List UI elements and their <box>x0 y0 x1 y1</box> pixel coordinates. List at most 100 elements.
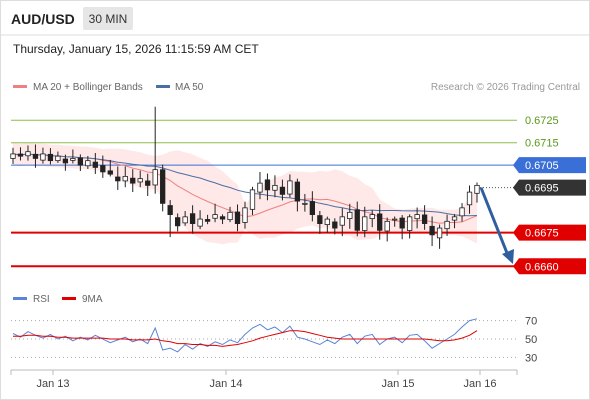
candle-body <box>122 175 128 182</box>
candle <box>160 164 166 212</box>
candle-body <box>77 157 84 166</box>
candlesticks <box>10 106 480 249</box>
candle-body <box>152 169 158 186</box>
forecast-arrow <box>479 187 514 265</box>
candle <box>444 214 450 236</box>
candle-body <box>62 158 69 164</box>
candle <box>257 171 263 200</box>
rsi-tick-label-70: 70 <box>525 316 537 328</box>
ma20-legend-swatch <box>13 85 27 88</box>
level-label-0.6660: 0.6660 <box>525 261 559 273</box>
candle-body <box>182 216 188 224</box>
candle-body <box>204 219 211 222</box>
forecast-arrow-head <box>502 249 514 265</box>
candle <box>10 147 16 164</box>
candle-body <box>55 155 61 162</box>
candle <box>100 155 106 178</box>
symbol-title: AUD/USD <box>11 11 75 27</box>
candle <box>107 159 113 177</box>
candle-body <box>234 211 241 224</box>
candle <box>182 211 188 226</box>
level-tag-0.6705 <box>513 157 586 174</box>
candle <box>249 186 256 215</box>
candle-body <box>317 215 323 224</box>
candle-body <box>219 216 226 220</box>
candle <box>130 169 136 193</box>
candle-body <box>70 158 76 161</box>
candle <box>369 210 375 228</box>
candle <box>227 206 233 223</box>
candle <box>466 185 473 214</box>
candle-body <box>287 180 293 195</box>
candle-body <box>362 216 368 231</box>
candle <box>414 207 420 229</box>
x-tick-label: Jan 15 <box>381 378 414 390</box>
candle <box>189 205 196 234</box>
candle-body <box>242 207 248 223</box>
candle-body <box>451 216 458 221</box>
candle-body <box>197 218 203 227</box>
candle-body <box>459 207 465 217</box>
ma50-legend-swatch <box>156 85 170 88</box>
candle-body <box>17 153 24 157</box>
candle-body <box>354 209 360 231</box>
candle <box>145 173 151 196</box>
candle-body <box>167 205 173 215</box>
candle <box>451 214 458 229</box>
candle-body <box>294 181 301 202</box>
candle <box>62 154 69 171</box>
candle <box>47 148 54 165</box>
candle-body <box>92 161 98 168</box>
rsi-ma9-line <box>13 330 478 347</box>
candle <box>115 166 121 190</box>
candle-body <box>309 201 316 215</box>
level-labels: 0.6725 0.6715 0.6705 0.6695 0.6675 0.6660 <box>513 115 586 275</box>
candle-body <box>414 214 420 220</box>
candle <box>399 215 405 240</box>
level-label-0.6675: 0.6675 <box>525 228 559 240</box>
level-tag-0.6695 <box>513 179 586 196</box>
candle-body <box>249 189 256 210</box>
candle <box>474 182 480 203</box>
candle <box>384 217 390 242</box>
candle-body <box>115 176 121 182</box>
level-tag-0.6675 <box>513 224 586 241</box>
candle <box>459 203 465 222</box>
rsi-legend-label: RSI <box>33 294 50 305</box>
candle-body <box>444 220 450 230</box>
candle-body <box>474 184 480 194</box>
candle-body <box>25 151 31 157</box>
candle <box>287 174 293 198</box>
candle <box>122 166 128 188</box>
candle <box>55 151 61 163</box>
candle <box>242 201 248 229</box>
candle-body <box>302 202 308 205</box>
candle-body <box>347 211 353 220</box>
candle-body <box>32 153 39 159</box>
candle <box>92 152 98 174</box>
candle <box>234 204 241 232</box>
candle-body <box>174 217 181 227</box>
candle <box>339 208 345 237</box>
candle <box>347 203 353 229</box>
candle <box>152 106 158 194</box>
ma20-legend-label: MA 20 + Bollinger Bands <box>33 82 143 93</box>
x-tick-label: Jan 13 <box>36 378 69 390</box>
candle <box>436 224 443 249</box>
candle-body <box>227 211 233 221</box>
level-tag-0.6660 <box>513 258 586 275</box>
candle-body <box>324 218 330 225</box>
level-label-0.6715: 0.6715 <box>525 138 559 150</box>
rsi-pane: 30 50 70 <box>11 316 537 364</box>
candle <box>429 216 435 247</box>
level-label-0.6695: 0.6695 <box>525 183 559 195</box>
candle-body <box>369 214 375 220</box>
timeframe-badge[interactable] <box>83 7 133 30</box>
ma50-legend-label: MA 50 <box>175 82 204 93</box>
timeframe-label: 30 MIN <box>89 12 128 26</box>
candle <box>406 214 413 239</box>
candle <box>197 210 203 230</box>
candle <box>332 218 338 235</box>
candle-body <box>339 216 345 226</box>
